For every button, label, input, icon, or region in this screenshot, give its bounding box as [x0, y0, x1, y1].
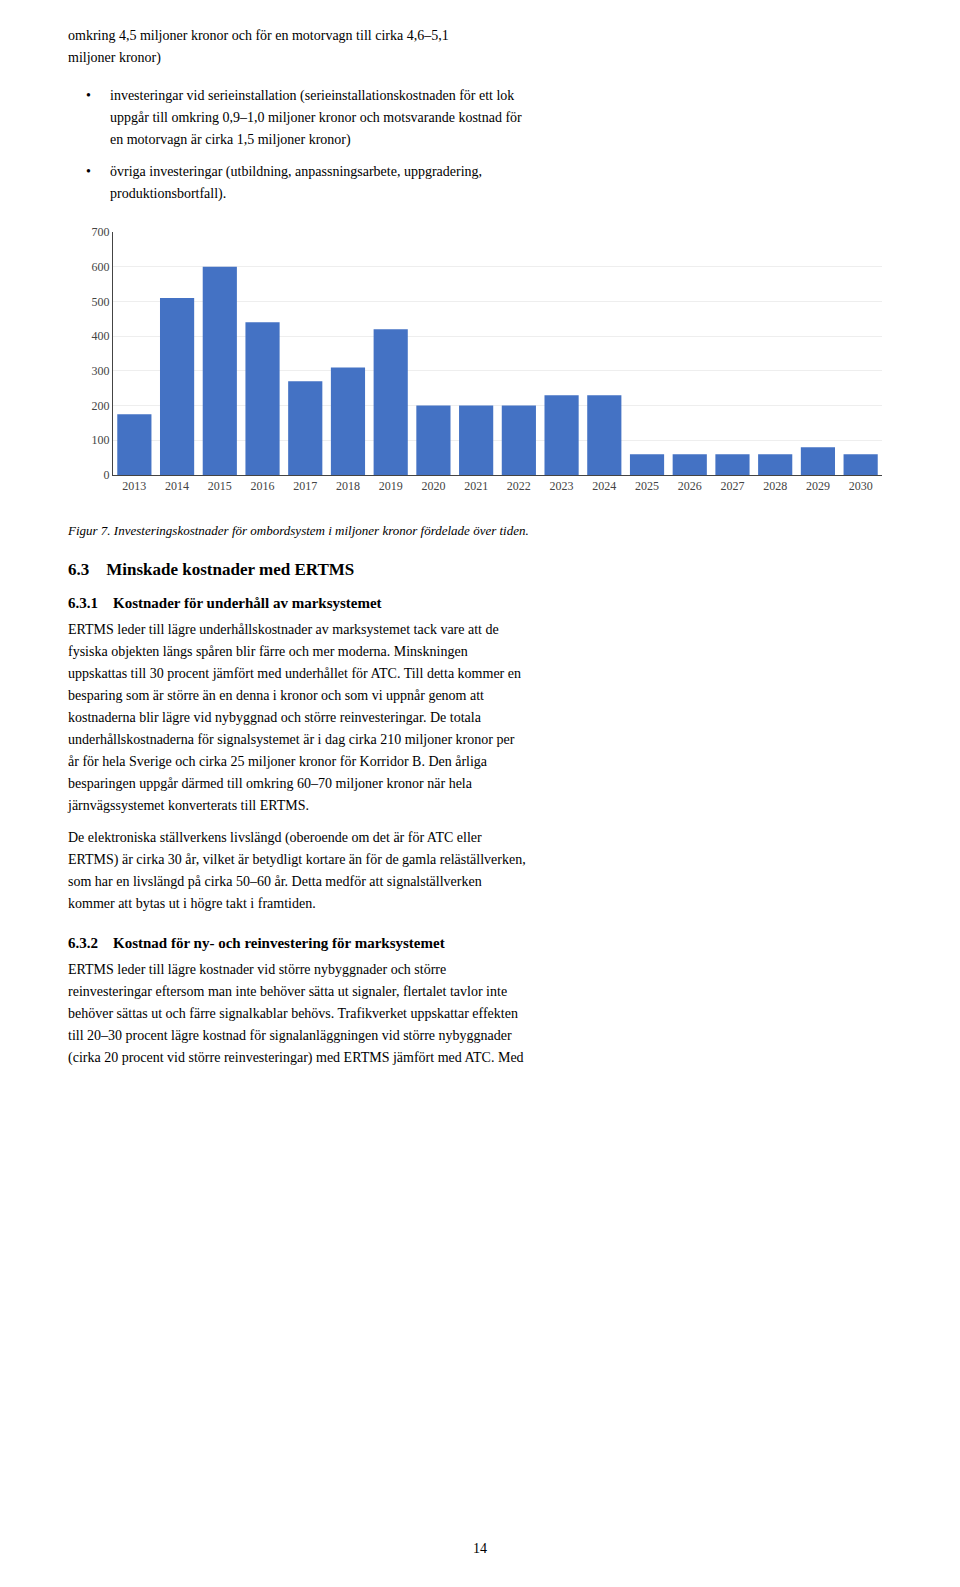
html-text:kostnaderna blir lägre vid nyb: kostnaderna blir lägre vid nybyggnad och… — [68, 710, 481, 725]
svg-text:2022: 2022 — [507, 479, 531, 493]
html-text:år för hela Sverige och cirka: år för hela Sverige och cirka 25 miljone… — [68, 754, 488, 769]
svg-text:2019: 2019 — [379, 479, 403, 493]
html-text:produktionsbortfall).: produktionsbortfall). — [110, 186, 227, 201]
svg-text:2025: 2025 — [635, 479, 659, 493]
svg-text:2024: 2024 — [592, 479, 616, 493]
svg-text:2029: 2029 — [806, 479, 830, 493]
svg-text:2020: 2020 — [421, 479, 445, 493]
html-text:ERTMS) är cirka 30 år, vilket: ERTMS) är cirka 30 år, vilket är betydli… — [68, 852, 526, 867]
html-text:6.3.1 Kostnader för underhåll: 6.3.1 Kostnader för underhåll av marksys… — [68, 595, 382, 611]
html-text:reinvesteringar eftersom man i: reinvesteringar eftersom man inte behöve… — [68, 984, 508, 999]
html-text:som har en livslängd på cirka: som har en livslängd på cirka 50–60 år. … — [68, 874, 482, 889]
html-text:fysiska objekten längs spåren: fysiska objekten längs spåren blir färre… — [68, 644, 468, 659]
svg-text:2017: 2017 — [293, 479, 317, 493]
svg-text:2014: 2014 — [165, 479, 189, 493]
html-text:Figur 7. Investeringskostnader: Figur 7. Investeringskostnader för ombor… — [68, 523, 529, 538]
html-text:behöver sättas ut och färre si: behöver sättas ut och färre signalkablar… — [68, 1006, 518, 1021]
html-text:miljoner kronor): miljoner kronor) — [68, 50, 161, 65]
html-text:6.3 Minskade kostnader med ERT: 6.3 Minskade kostnader med ERTMS — [68, 560, 355, 579]
html-text:besparing som är större än en: besparing som är större än en denna i kr… — [68, 688, 484, 703]
html-text:till 20–30 procent lägre kostn: till 20–30 procent lägre kostnad för sig… — [68, 1028, 512, 1043]
svg-text:200: 200 — [92, 399, 110, 413]
html-text:ERTMS leder till lägre kostnad: ERTMS leder till lägre kostnader vid stö… — [68, 962, 447, 977]
svg-text:100: 100 — [92, 433, 110, 447]
html-text:underhållskostnaderna för sign: underhållskostnaderna för signalsystemet… — [68, 732, 515, 747]
html-text:uppgår till omkring 0,9–1,0 mi: uppgår till omkring 0,9–1,0 miljoner kro… — [110, 110, 522, 125]
html-text:uppskattas till 30 procent jäm: uppskattas till 30 procent jämfört med u… — [68, 666, 521, 681]
html-text:(cirka 20 procent vid större r: (cirka 20 procent vid större reinvesteri… — [68, 1050, 524, 1065]
svg-text:2018: 2018 — [336, 479, 360, 493]
svg-text:2023: 2023 — [550, 479, 574, 493]
html-text:en motorvagn är cirka 1,5 milj: en motorvagn är cirka 1,5 miljoner krono… — [110, 132, 351, 147]
svg-text:0: 0 — [104, 468, 110, 482]
svg-text:2030: 2030 — [849, 479, 873, 493]
html-text:besparingen uppgår därmed till: besparingen uppgår därmed till omkring 6… — [68, 776, 472, 791]
svg-text:2028: 2028 — [763, 479, 787, 493]
svg-text:2021: 2021 — [464, 479, 488, 493]
html-text:övriga investeringar (utbildni: övriga investeringar (utbildning, anpass… — [110, 164, 483, 179]
svg-text:700: 700 — [92, 225, 110, 239]
svg-text:500: 500 — [92, 295, 110, 309]
svg-text:600: 600 — [92, 260, 110, 274]
html-text:6.3.2 Kostnad för ny- och rein: 6.3.2 Kostnad för ny- och reinvestering … — [68, 935, 445, 951]
html-text:ERTMS leder till lägre underhå: ERTMS leder till lägre underhållskostnad… — [68, 622, 499, 637]
svg-text:2026: 2026 — [678, 479, 702, 493]
svg-text:2013: 2013 — [122, 479, 146, 493]
svg-text:300: 300 — [92, 364, 110, 378]
html-text:kommer att bytas ut i högre ta: kommer att bytas ut i högre takt i framt… — [68, 896, 316, 911]
html-text:De elektroniska ställverkens l: De elektroniska ställverkens livslängd (… — [68, 830, 482, 845]
svg-text:400: 400 — [92, 329, 110, 343]
html-text:investeringar vid serieinstall: investeringar vid serieinstallation (ser… — [110, 88, 515, 103]
svg-text:2015: 2015 — [208, 479, 232, 493]
html-text:omkring 4,5 miljoner kronor oc: omkring 4,5 miljoner kronor och för en m… — [68, 28, 449, 43]
svg-text:2016: 2016 — [251, 479, 275, 493]
html-text:14: 14 — [473, 1541, 487, 1556]
html-text:järnvägssystemet konverterats: järnvägssystemet konverterats till ERTMS… — [68, 798, 309, 813]
svg-text:2027: 2027 — [720, 479, 744, 493]
